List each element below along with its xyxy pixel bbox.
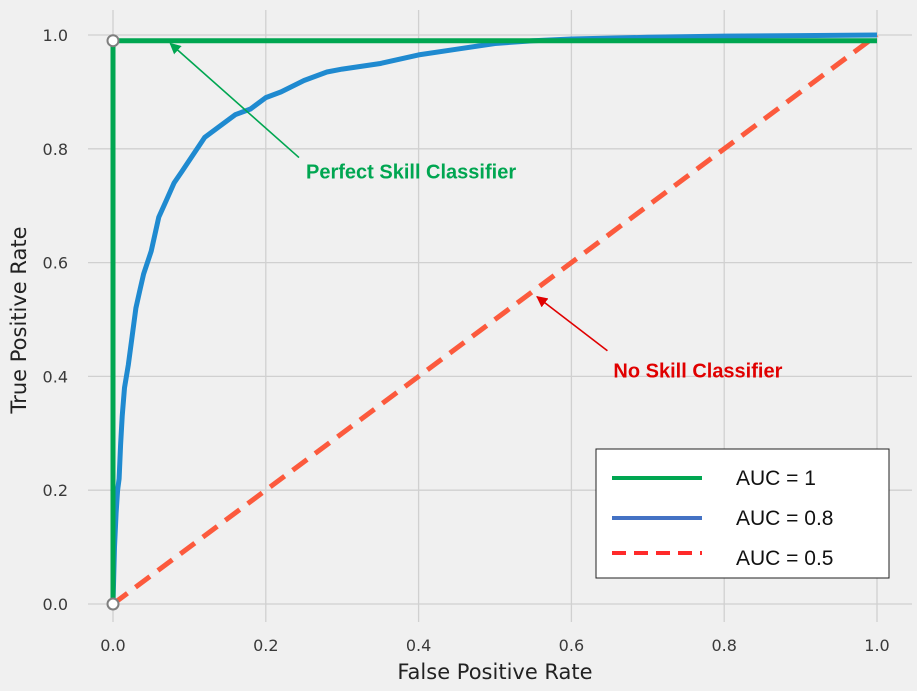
y-tick-label: 0.6 <box>43 254 68 273</box>
y-tick-label: 0.2 <box>43 481 68 500</box>
x-tick-label: 0.6 <box>559 636 584 655</box>
y-axis-label: True Positive Rate <box>7 226 31 414</box>
legend-label-roc: AUC = 0.8 <box>736 507 833 530</box>
curve-endpoint-marker <box>106 597 120 611</box>
curve-endpoint-marker <box>106 34 120 48</box>
x-tick-label: 0.2 <box>253 636 278 655</box>
marker-layer <box>106 34 120 611</box>
x-tick-label: 1.0 <box>864 636 889 655</box>
y-tick-label: 1.0 <box>43 26 68 45</box>
annotation-label: No Skill Classifier <box>613 361 782 383</box>
grid <box>88 10 912 622</box>
y-tick-label: 0.8 <box>43 140 68 159</box>
annotation-arrow <box>536 296 608 352</box>
series-line-noskill <box>111 32 879 607</box>
legend-label-perfect: AUC = 1 <box>736 467 816 490</box>
x-axis-label: False Positive Rate <box>397 660 592 684</box>
annotations: Perfect Skill Classifier No Skill Classif… <box>169 42 783 383</box>
legend-label-noskill: AUC = 0.5 <box>736 547 833 570</box>
y-tick-label: 0.4 <box>43 367 68 386</box>
tick-labels: 0.0 0.2 0.4 0.6 0.8 1.0 0.0 0.2 0.4 0.6 0.8 1.0 <box>43 26 890 655</box>
x-tick-label: 0.4 <box>406 636 431 655</box>
series-line-roc <box>110 32 878 605</box>
annotation-arrow <box>169 42 300 159</box>
legend-box <box>595 448 890 579</box>
x-tick-label: 0.0 <box>100 636 125 655</box>
x-tick-label: 0.8 <box>711 636 736 655</box>
y-tick-label: 0.0 <box>43 595 68 614</box>
annotation-label: Perfect Skill Classifier <box>306 162 516 184</box>
legend: AUC = 1 AUC = 0.8 AUC = 0.5 <box>595 448 890 579</box>
